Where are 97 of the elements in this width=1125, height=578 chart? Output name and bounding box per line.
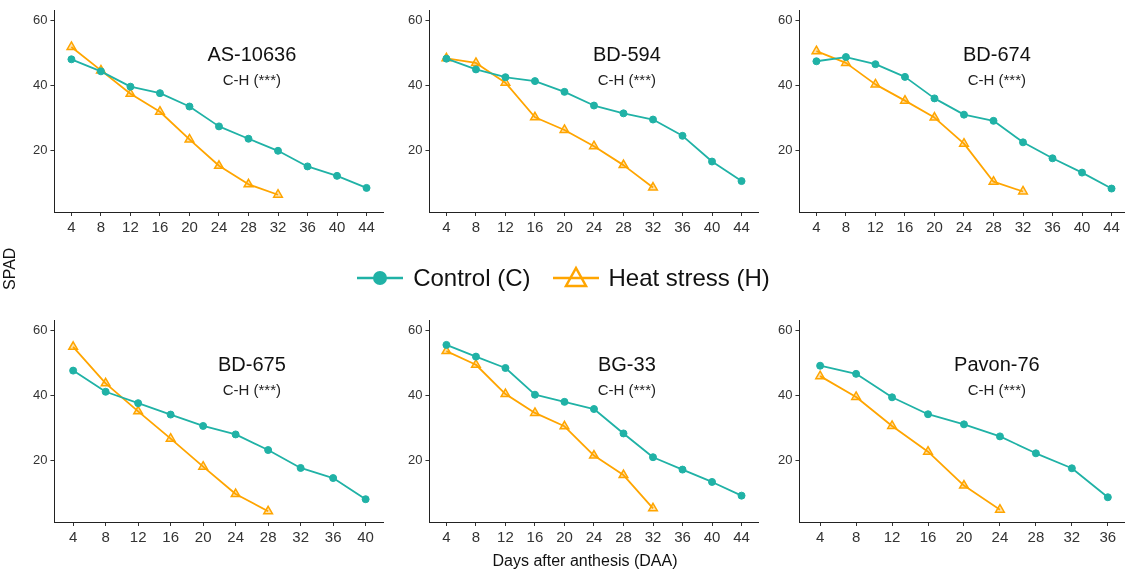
x-tick-label: 16 <box>151 218 169 236</box>
y-tick-label: 20 <box>32 142 48 158</box>
x-tick-label: 20 <box>556 528 573 546</box>
x-tick-label: 44 <box>358 218 375 236</box>
text: AS-10636 <box>207 42 297 65</box>
x-tick-label: 32 <box>292 528 309 546</box>
x-tick-label: 20 <box>181 218 198 236</box>
x-tick-label: 20 <box>194 528 212 546</box>
x-axis-title: Days after anthesis (DAA) <box>491 552 679 570</box>
legend-label: Heat stress (H) <box>608 264 770 292</box>
x-tick-label: 24 <box>585 218 603 236</box>
x-tick-label: 16 <box>526 528 544 546</box>
x-tick-label: 28 <box>240 218 257 236</box>
x-tick-label: 12 <box>497 528 514 546</box>
text: BG-33 <box>597 352 656 375</box>
x-tick-label: 36 <box>674 218 691 236</box>
annotation: C-H (***) <box>597 71 657 89</box>
y-tick-label: 40 <box>32 387 48 403</box>
x-tick-label: 32 <box>269 218 287 236</box>
x-tick-label: 44 <box>1103 218 1120 236</box>
x-tick-label: 8 <box>851 528 861 546</box>
y-tick-label: 20 <box>407 142 423 158</box>
annotation: C-H (***) <box>967 71 1027 89</box>
x-tick-label: 36 <box>1044 218 1061 236</box>
x-tick-label: 4 <box>67 218 76 236</box>
x-tick-label: 24 <box>991 528 1009 546</box>
x-tick-label: 28 <box>259 528 277 546</box>
x-tick-label: 20 <box>926 218 943 236</box>
y-tick-label: 40 <box>777 77 793 93</box>
x-tick-label: 8 <box>471 218 481 236</box>
x-tick-label: 40 <box>328 218 346 236</box>
y-tick-label: 40 <box>407 77 423 93</box>
x-tick-label: 40 <box>703 218 721 236</box>
x-tick-label: 12 <box>883 528 901 546</box>
x-tick-label: 28 <box>615 218 632 236</box>
y-tick-label: 40 <box>407 387 423 403</box>
x-tick-label: 32 <box>644 528 662 546</box>
annotation: C-H (***) <box>222 381 282 399</box>
x-tick-label: 4 <box>812 218 821 236</box>
x-tick-label: 24 <box>227 528 244 546</box>
x-tick-label: 28 <box>615 528 632 546</box>
legend-label: Control (C) <box>413 264 531 292</box>
text: BD-674 <box>962 42 1031 65</box>
x-tick-label: 4 <box>815 528 825 546</box>
x-tick-label: 20 <box>556 218 573 236</box>
y-tick-label: 20 <box>777 142 793 158</box>
x-tick-label: 16 <box>919 528 937 546</box>
text: BD-675 <box>217 352 286 375</box>
x-tick-label: 16 <box>162 528 179 546</box>
x-tick-label: 28 <box>985 218 1002 236</box>
annotation: C-H (***) <box>597 381 657 399</box>
x-tick-label: 12 <box>129 528 147 546</box>
x-tick-label: 24 <box>210 218 228 236</box>
y-tick-label: 20 <box>777 452 793 468</box>
text: BD-594 <box>592 42 661 65</box>
x-tick-label: 36 <box>324 528 342 546</box>
x-tick-label: 4 <box>442 218 451 236</box>
x-tick-label: 44 <box>733 528 750 546</box>
x-tick-label: 40 <box>357 528 374 546</box>
x-tick-label: 32 <box>644 218 662 236</box>
y-tick-label: 60 <box>777 322 793 338</box>
x-tick-label: 40 <box>703 528 721 546</box>
x-tick-label: 16 <box>896 218 914 236</box>
x-tick-label: 12 <box>867 218 884 236</box>
y-tick-label: 60 <box>32 322 48 338</box>
y-tick-label: 40 <box>777 387 793 403</box>
x-tick-label: 36 <box>674 528 691 546</box>
x-tick-label: 16 <box>526 218 544 236</box>
x-tick-label: 8 <box>841 218 851 236</box>
x-tick-label: 8 <box>101 528 110 546</box>
y-tick-label: 60 <box>32 12 48 28</box>
y-tick-label: 40 <box>32 77 48 93</box>
x-tick-label: 12 <box>122 218 139 236</box>
x-tick-label: 4 <box>68 528 78 546</box>
x-tick-label: 32 <box>1014 218 1032 236</box>
y-tick-label: 60 <box>777 12 793 28</box>
x-tick-label: 40 <box>1073 218 1091 236</box>
x-tick-label: 36 <box>299 218 316 236</box>
x-tick-label: 20 <box>955 528 973 546</box>
x-tick-label: 24 <box>585 528 603 546</box>
y-tick-label: 20 <box>32 452 48 468</box>
x-tick-label: 44 <box>733 218 750 236</box>
text: Pavon-76 <box>954 352 1040 375</box>
y-tick-label: 60 <box>407 12 423 28</box>
x-tick-label: 28 <box>1027 528 1045 546</box>
x-tick-label: 32 <box>1063 528 1081 546</box>
y-axis-title: SPAD <box>1 247 19 290</box>
x-tick-label: 12 <box>497 218 514 236</box>
x-tick-label: 36 <box>1099 528 1117 546</box>
x-tick-label: 4 <box>442 528 451 546</box>
annotation: C-H (***) <box>222 71 282 89</box>
x-tick-label: 8 <box>471 528 481 546</box>
annotation: C-H (***) <box>967 381 1027 399</box>
y-tick-label: 20 <box>407 452 423 468</box>
y-tick-label: 60 <box>407 322 423 338</box>
x-tick-label: 8 <box>96 218 106 236</box>
x-tick-label: 24 <box>955 218 973 236</box>
